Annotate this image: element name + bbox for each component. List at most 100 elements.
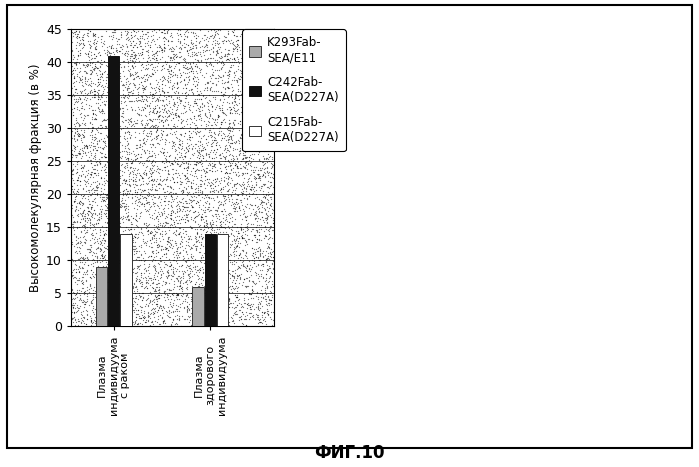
- Point: [170, 307, 181, 314]
- Point: [180, 129, 191, 137]
- Point: [74, 74, 85, 81]
- Point: [109, 127, 120, 134]
- Point: [129, 176, 140, 183]
- Point: [147, 50, 158, 57]
- Point: [72, 318, 83, 325]
- Point: [171, 247, 182, 255]
- Point: [102, 100, 113, 108]
- Point: [66, 311, 77, 318]
- Point: [145, 104, 156, 112]
- Point: [266, 309, 277, 316]
- Point: [213, 125, 224, 132]
- Point: [259, 101, 271, 109]
- Point: [79, 270, 90, 278]
- Point: [199, 242, 210, 249]
- Point: [234, 46, 245, 54]
- Point: [240, 203, 252, 211]
- Point: [179, 98, 190, 106]
- Point: [174, 229, 185, 236]
- Point: [72, 52, 83, 60]
- Point: [236, 155, 247, 163]
- Point: [173, 290, 184, 298]
- Point: [213, 142, 224, 149]
- Point: [247, 300, 259, 307]
- Point: [209, 115, 220, 123]
- Point: [104, 200, 115, 207]
- Point: [210, 167, 221, 174]
- Point: [143, 269, 154, 277]
- Point: [82, 256, 93, 264]
- Point: [250, 142, 261, 149]
- Point: [229, 285, 240, 293]
- Point: [182, 306, 193, 314]
- Point: [191, 237, 202, 245]
- Point: [266, 281, 278, 288]
- Point: [87, 127, 98, 134]
- Point: [261, 164, 273, 171]
- Point: [238, 120, 250, 127]
- Point: [143, 302, 154, 309]
- Point: [104, 144, 115, 152]
- Point: [181, 118, 192, 125]
- Point: [222, 126, 233, 133]
- Point: [115, 285, 126, 292]
- Point: [182, 167, 193, 174]
- Point: [78, 143, 89, 150]
- Point: [89, 90, 100, 98]
- Point: [175, 278, 186, 285]
- Point: [245, 267, 256, 275]
- Point: [115, 268, 126, 276]
- Point: [150, 88, 161, 95]
- Point: [96, 73, 108, 81]
- Point: [210, 30, 221, 37]
- Point: [229, 183, 240, 190]
- Point: [131, 85, 143, 92]
- Point: [66, 63, 78, 70]
- Point: [212, 203, 224, 211]
- Point: [198, 269, 209, 277]
- Point: [87, 88, 98, 95]
- Point: [196, 160, 207, 168]
- Point: [212, 255, 224, 262]
- Point: [69, 99, 80, 106]
- Point: [96, 202, 107, 210]
- Point: [138, 235, 149, 242]
- Point: [243, 189, 254, 197]
- Point: [208, 184, 219, 192]
- Point: [253, 50, 264, 58]
- Point: [199, 47, 210, 55]
- Point: [170, 291, 181, 299]
- Point: [257, 249, 268, 256]
- Point: [243, 276, 254, 284]
- Point: [168, 156, 180, 164]
- Point: [205, 187, 216, 194]
- Point: [241, 178, 252, 186]
- Point: [265, 94, 276, 102]
- Point: [233, 36, 244, 43]
- Point: [125, 34, 136, 42]
- Point: [138, 85, 150, 92]
- Point: [210, 269, 221, 276]
- Point: [134, 279, 145, 287]
- Point: [77, 194, 88, 202]
- Point: [67, 300, 78, 307]
- Point: [203, 201, 215, 208]
- Point: [240, 267, 252, 274]
- Point: [108, 309, 119, 316]
- Point: [191, 99, 202, 106]
- Point: [137, 169, 148, 176]
- Point: [237, 185, 248, 193]
- Point: [233, 191, 244, 198]
- Point: [192, 123, 203, 130]
- Point: [77, 199, 88, 207]
- Point: [122, 84, 133, 92]
- Point: [217, 223, 229, 230]
- Point: [83, 141, 94, 148]
- Point: [74, 33, 85, 41]
- Point: [254, 250, 266, 257]
- Point: [102, 134, 113, 141]
- Point: [78, 43, 89, 50]
- Point: [71, 281, 82, 288]
- Point: [177, 275, 188, 282]
- Point: [229, 233, 240, 240]
